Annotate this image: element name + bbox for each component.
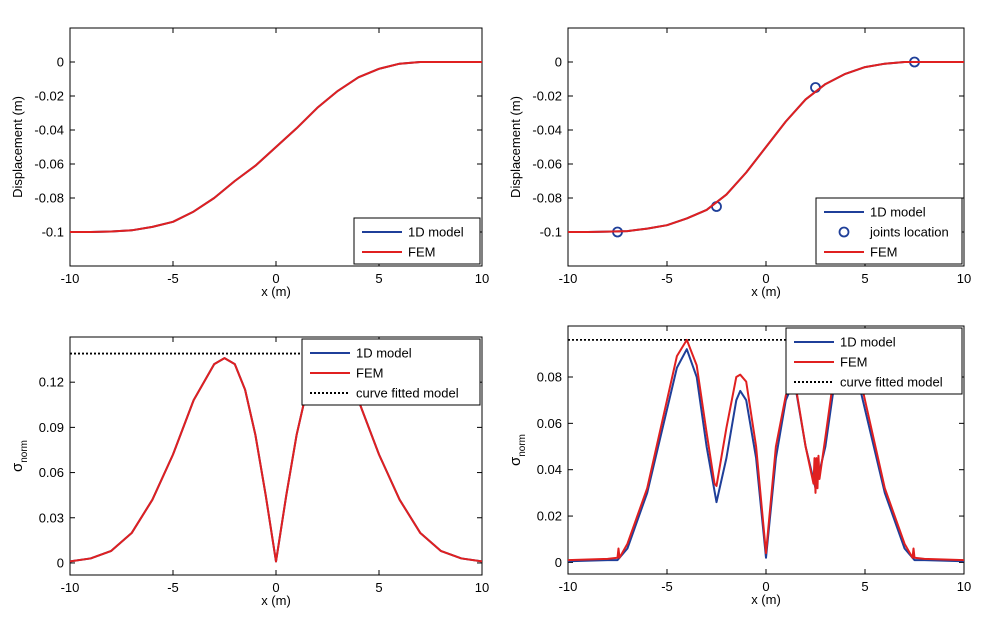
legend: 1D model joints location FEM — [815, 197, 963, 265]
x-tick-label: 10 — [957, 579, 971, 594]
x-tick-label: -10 — [559, 271, 578, 286]
legend: 1D model FEM curve fitted model — [301, 338, 481, 406]
x-tick-label: 5 — [375, 580, 382, 595]
y-tick-label: 0 — [555, 555, 562, 570]
y-tick-label: 0.08 — [537, 369, 562, 384]
y-tick-label: -0.06 — [34, 157, 64, 172]
legend-entry: 1D model — [840, 335, 896, 350]
y-tick-label: 0.03 — [39, 510, 64, 525]
series-fem-line — [70, 357, 482, 563]
x-tick-label: 0 — [272, 271, 279, 286]
legend-entry: 1D model — [356, 346, 412, 361]
x-axis-label: x (m) — [751, 592, 781, 607]
y-tick-label: -0.08 — [34, 191, 64, 206]
y-tick-label: 0.06 — [537, 416, 562, 431]
y-tick-label: 0.12 — [39, 375, 64, 390]
y-tick-label: -0.04 — [532, 123, 562, 138]
y-tick-label: -0.02 — [34, 89, 64, 104]
chart-panel-bottom-left: -10 -5 0 5 10 0 0.03 0.06 0.09 0.12 x (m) σnorm 1D m… — [9, 336, 489, 608]
y-axis-label-subscript: norm — [517, 434, 528, 457]
y-tick-label: -0.08 — [532, 191, 562, 206]
legend-entry: FEM — [840, 355, 867, 370]
legend-entry: joints location — [869, 225, 949, 240]
series-fem-line — [568, 61, 964, 233]
y-axis-label: σnorm — [507, 434, 528, 466]
legend: 1D model FEM curve fitted model — [785, 327, 963, 395]
y-tick-label: 0 — [57, 555, 64, 570]
y-tick-label: -0.1 — [540, 225, 562, 240]
x-tick-label: 0 — [272, 580, 279, 595]
y-axis-label-symbol: σ — [507, 456, 524, 466]
legend-swatch — [838, 226, 850, 238]
series-1d-model-line — [568, 348, 964, 563]
series-fem-line — [70, 61, 482, 233]
x-tick-label: 10 — [475, 580, 489, 595]
x-tick-label: 0 — [762, 579, 769, 594]
plot-area — [568, 56, 964, 238]
x-tick-label: 5 — [375, 271, 382, 286]
x-tick-label: -5 — [167, 580, 179, 595]
y-tick-label: 0 — [57, 55, 64, 70]
y-tick-label: 0 — [555, 55, 562, 70]
x-tick-label: -5 — [661, 271, 673, 286]
y-tick-label: -0.1 — [42, 225, 64, 240]
x-tick-label: -5 — [661, 579, 673, 594]
plot-area — [70, 352, 482, 563]
legend-entry: 1D model — [408, 225, 464, 240]
x-tick-label: -10 — [61, 580, 80, 595]
x-tick-label: 5 — [861, 271, 868, 286]
legend-entry: FEM — [408, 245, 435, 260]
legend-entry: FEM — [870, 245, 897, 260]
x-tick-label: 0 — [762, 271, 769, 286]
y-tick-label: 0.02 — [537, 509, 562, 524]
x-tick-label: -5 — [167, 271, 179, 286]
y-axis-label: Displacement (m) — [508, 96, 523, 198]
legend-entry: curve fitted model — [840, 375, 943, 390]
x-axis-label: x (m) — [261, 593, 291, 608]
x-tick-label: 10 — [957, 271, 971, 286]
y-tick-label: -0.04 — [34, 123, 64, 138]
y-tick-label: 0.09 — [39, 420, 64, 435]
y-axis-label: Displacement (m) — [10, 96, 25, 198]
plot-area — [70, 61, 482, 233]
legend-entry: curve fitted model — [356, 386, 459, 401]
x-axis-label: x (m) — [751, 284, 781, 299]
y-axis-label-subscript: norm — [19, 440, 30, 463]
x-tick-label: 5 — [861, 579, 868, 594]
x-tick-label: -10 — [61, 271, 80, 286]
legend-entry: FEM — [356, 366, 383, 381]
y-axis-label-symbol: σ — [9, 462, 26, 472]
x-axis-label: x (m) — [261, 284, 291, 299]
legend: 1D model FEM — [353, 217, 481, 265]
x-tick-label: 10 — [475, 271, 489, 286]
x-tick-label: -10 — [559, 579, 578, 594]
y-axis-label: σnorm — [9, 440, 30, 472]
legend-entry: 1D model — [870, 205, 926, 220]
y-tick-label: 0.04 — [537, 462, 562, 477]
chart-panel-bottom-right: -10 -5 0 5 10 0 0.02 0.04 0.06 0.08 x (m) σnorm 1D m… — [507, 325, 971, 607]
y-tick-label: -0.06 — [532, 157, 562, 172]
y-tick-label: -0.02 — [532, 89, 562, 104]
legend-box — [353, 217, 481, 265]
y-tick-label: 0.06 — [39, 465, 64, 480]
